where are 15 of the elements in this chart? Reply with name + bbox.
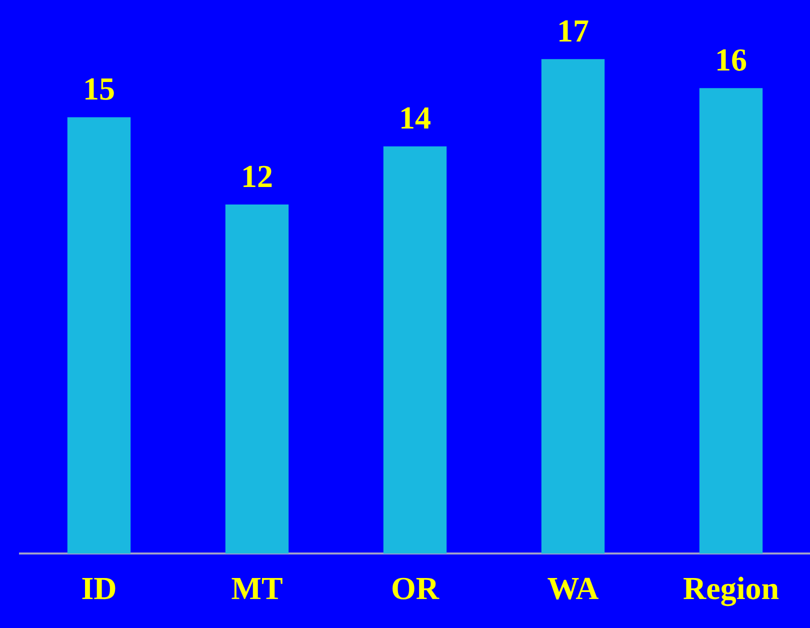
x-tick-label: WA xyxy=(547,570,599,606)
data-label: 12 xyxy=(241,158,273,194)
data-label: 15 xyxy=(83,70,115,107)
data-label: 14 xyxy=(399,100,431,136)
bar xyxy=(225,204,289,554)
bar xyxy=(541,59,605,554)
x-tick-label: OR xyxy=(391,570,440,606)
bar xyxy=(67,117,131,554)
x-tick-label: ID xyxy=(81,570,117,606)
data-label: 16 xyxy=(715,41,747,78)
data-label: 17 xyxy=(557,12,589,48)
bar xyxy=(383,146,447,554)
x-tick-label: MT xyxy=(231,570,283,606)
x-tick-label: Region xyxy=(683,570,780,608)
bar xyxy=(699,88,763,554)
